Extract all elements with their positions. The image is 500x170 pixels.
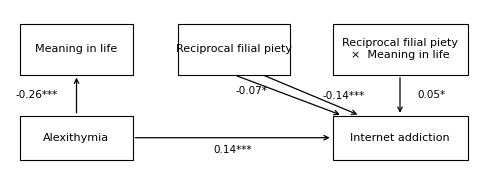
- FancyBboxPatch shape: [20, 24, 132, 75]
- Text: Reciprocal filial piety: Reciprocal filial piety: [176, 44, 292, 54]
- Text: -0.14***: -0.14***: [322, 91, 365, 101]
- Text: Reciprocal filial piety
×  Meaning in life: Reciprocal filial piety × Meaning in lif…: [342, 38, 458, 60]
- FancyBboxPatch shape: [332, 116, 468, 160]
- Text: 0.05*: 0.05*: [418, 90, 446, 100]
- Text: Alexithymia: Alexithymia: [43, 133, 110, 143]
- Text: 0.14***: 0.14***: [213, 146, 252, 155]
- FancyBboxPatch shape: [178, 24, 290, 75]
- Text: -0.26***: -0.26***: [15, 90, 58, 100]
- FancyBboxPatch shape: [20, 116, 132, 160]
- Text: -0.07*: -0.07*: [236, 86, 268, 96]
- Text: Internet addiction: Internet addiction: [350, 133, 450, 143]
- Text: Meaning in life: Meaning in life: [35, 44, 117, 54]
- FancyBboxPatch shape: [332, 24, 468, 75]
